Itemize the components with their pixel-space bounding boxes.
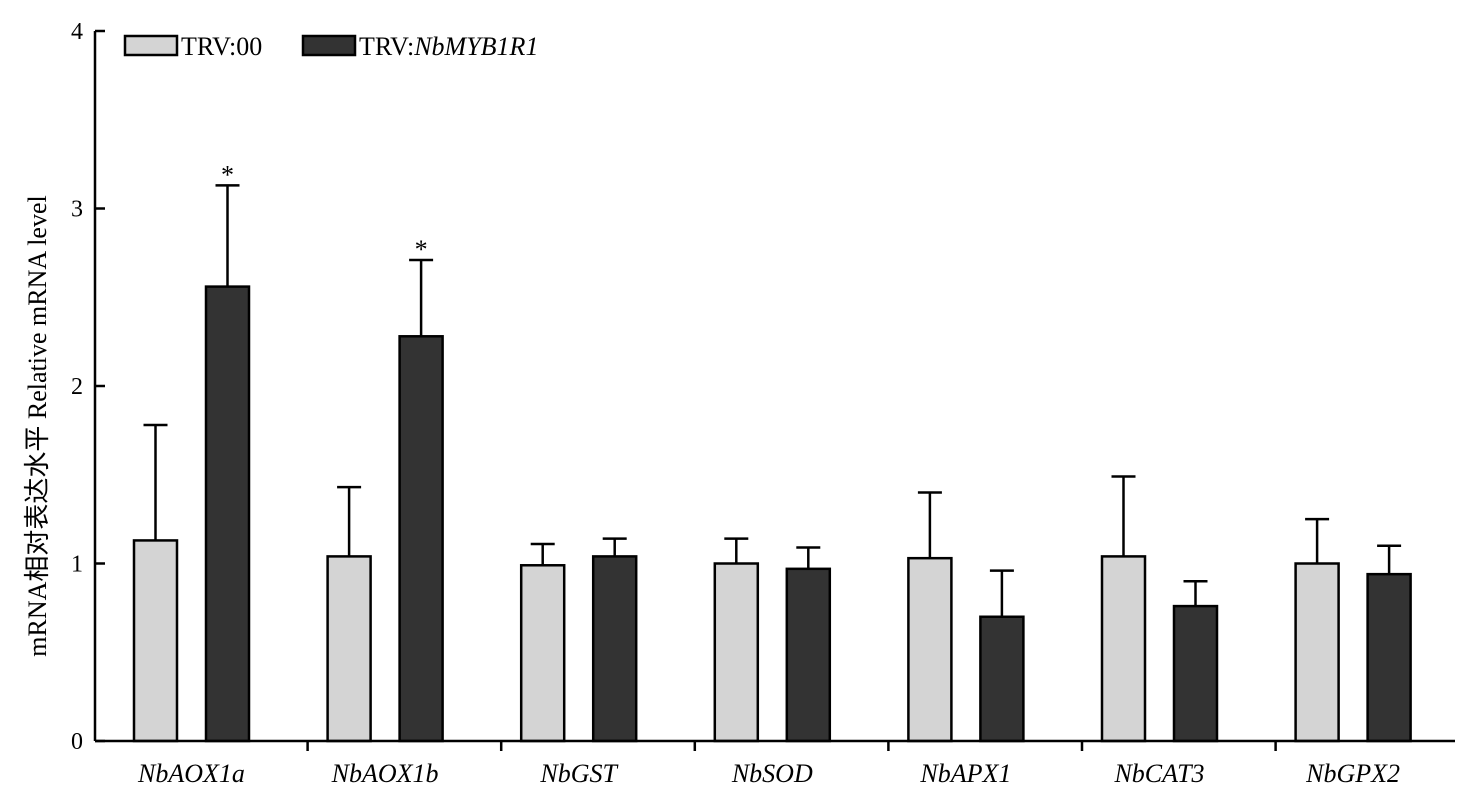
- y-tick-label-0: 0: [71, 729, 83, 755]
- x-tick-label-NbGPX2: NbGPX2: [1305, 759, 1400, 788]
- bar-NbAPX1-s0: [907, 556, 953, 743]
- significance-mark: *: [221, 160, 234, 189]
- y-tick-label-2: 2: [71, 374, 83, 400]
- significance-mark: *: [415, 235, 428, 264]
- x-tick-label-NbAPX1: NbAPX1: [919, 759, 1011, 788]
- y-axis-label: mRNA相对表达水平 Relative mRNA level: [23, 195, 52, 656]
- bar-NbSOD-s1: [785, 567, 832, 743]
- bar-NbGPX2-s1: [1366, 572, 1412, 743]
- bar-NbGST-s1: [591, 555, 638, 743]
- legend-label-0: TRV:00: [181, 32, 262, 61]
- x-tick-label-NbSOD: NbSOD: [731, 759, 813, 788]
- x-tick-label-NbAOX1b: NbAOX1b: [331, 759, 439, 788]
- y-tick-label-4: 4: [71, 19, 83, 45]
- legend: TRV:00 TRV:NbMYB1R1: [123, 32, 538, 61]
- bar-NbSOD-s0: [713, 562, 760, 743]
- legend-swatch-1: [301, 34, 357, 57]
- bar-NbAOX1b-s1: [398, 335, 444, 743]
- bar-NbAOX1b-s0: [326, 555, 372, 743]
- legend-swatch-0: [123, 34, 179, 57]
- bar-NbCAT3-s0: [1100, 555, 1147, 743]
- y-tick-label-3: 3: [71, 197, 83, 223]
- legend-label-1: TRV:NbMYB1R1: [359, 32, 538, 61]
- bar-NbAOX1a-s1: [204, 285, 251, 743]
- bar-NbAOX1a-s0: [132, 539, 179, 743]
- axes-layer: [93, 29, 1455, 751]
- labels-layer: * NbAOX1a * NbAOX1b NbGST NbSOD NbAPX1 NbCAT3 Nb…: [71, 19, 1400, 788]
- y-tick-label-1: 1: [71, 552, 83, 578]
- bar-NbGST-s0: [519, 564, 566, 743]
- bar-NbAPX1-s1: [979, 615, 1025, 743]
- bar-NbGPX2-s0: [1294, 562, 1340, 743]
- bars-layer: [132, 184, 1412, 743]
- x-tick-label-NbGST: NbGST: [539, 759, 618, 788]
- x-tick-label-NbCAT3: NbCAT3: [1113, 759, 1204, 788]
- bar-NbCAT3-s1: [1172, 604, 1219, 743]
- x-tick-label-NbAOX1a: NbAOX1a: [137, 759, 245, 788]
